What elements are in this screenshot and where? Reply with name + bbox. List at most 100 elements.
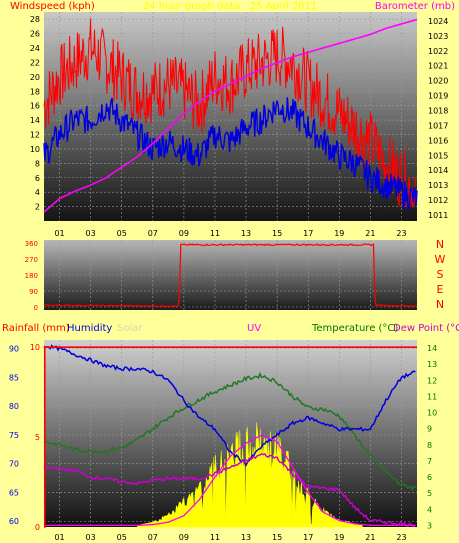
lower-x-tick: 19 (334, 533, 344, 542)
rain-title: Rainfall (mm) (2, 323, 70, 334)
temperature-tick: 6 (427, 473, 432, 482)
wind-title-right: Barometer (mb) (375, 1, 455, 12)
wind-x-tick: 21 (365, 229, 375, 238)
wind-left-tick: 28 (30, 15, 40, 24)
wind-left-tick: 14 (30, 116, 40, 125)
compass-label: S (437, 268, 444, 281)
humidity-axis: 60 65 70 75 80 85 90 (9, 345, 19, 527)
wind-left-tick: 22 (30, 58, 40, 67)
barometer-line (43, 18, 418, 213)
direction-left-axis: 0 90 180 270 360 (25, 240, 38, 312)
humidity-title: Humidity (67, 323, 112, 334)
solar-title: Solar (117, 323, 143, 334)
wind-x-tick: 11 (210, 229, 220, 238)
lower-series (43, 344, 417, 528)
wind-x-tick: 03 (86, 229, 96, 238)
humidity-tick: 90 (9, 345, 19, 354)
rain-tick: 10 (30, 343, 40, 352)
wind-right-tick: 1011 (428, 211, 448, 220)
temperature-tick: 5 (427, 489, 432, 498)
temperature-axis: 3 4 5 6 7 8 9 10 11 12 13 14 (427, 344, 437, 530)
wind-left-tick: 24 (30, 44, 40, 53)
wind-right-axis: 1011 1012 1013 1014 1015 1016 1017 1018 1019 1020… (428, 17, 448, 220)
wind-right-tick: 1022 (428, 47, 448, 56)
wind-left-tick: 10 (30, 145, 40, 154)
dew-title: Dew Point (°C) (393, 323, 459, 334)
direction-left-tick: 270 (25, 256, 38, 264)
lower-x-tick: 05 (117, 533, 127, 542)
direction-left-tick: 0 (34, 304, 38, 312)
wind-avg-line (43, 97, 418, 213)
wind-left-tick: 20 (30, 73, 40, 82)
lower-x-tick: 23 (396, 533, 406, 542)
direction-plot-area (44, 240, 417, 310)
wind-left-tick: 18 (30, 87, 40, 96)
humidity-tick: 60 (9, 517, 19, 526)
wind-right-tick: 1012 (428, 196, 448, 205)
temperature-tick: 14 (427, 344, 437, 353)
wind-x-tick: 05 (117, 229, 127, 238)
direction-left-tick: 180 (25, 272, 38, 280)
wind-left-tick: 8 (35, 159, 40, 168)
wind-x-tick: 07 (148, 229, 158, 238)
wind-right-tick: 1024 (428, 17, 448, 26)
lower-x-tick: 13 (241, 533, 251, 542)
wind-x-tick: 13 (241, 229, 251, 238)
compass-label: E (437, 283, 444, 296)
humidity-tick: 85 (9, 373, 19, 382)
temperature-tick: 7 (427, 457, 432, 466)
direction-series (43, 243, 418, 308)
temperature-tick: 3 (427, 521, 432, 530)
wind-right-tick: 1017 (428, 121, 448, 130)
uv-title: UV (247, 323, 261, 334)
humidity-tick: 80 (9, 402, 19, 411)
humidity-line (43, 344, 416, 467)
lower-x-tick: 15 (272, 533, 282, 542)
wind-left-tick: 2 (35, 203, 40, 212)
wind-right-tick: 1021 (428, 62, 448, 71)
humidity-tick: 75 (9, 431, 19, 440)
lower-panel: Rainfall (mm) Humidity Solar UV Temperat… (2, 323, 459, 542)
humidity-tick: 70 (9, 460, 19, 469)
compass-label: W (435, 253, 446, 266)
wind-title-left: Windspeed (kph) (10, 1, 95, 12)
temperature-tick: 8 (427, 441, 432, 450)
lower-x-tick: 17 (303, 533, 313, 542)
temperature-tick: 10 (427, 409, 437, 418)
temperature-tick: 9 (427, 425, 432, 434)
uv-line (44, 434, 416, 527)
wind-right-tick: 1019 (428, 92, 448, 101)
solar-area (136, 422, 363, 528)
wind-right-tick: 1015 (428, 151, 448, 160)
temperature-line (43, 371, 416, 491)
temperature-tick: 13 (427, 360, 437, 369)
wind-x-tick: 23 (396, 229, 406, 238)
wind-x-tick: 15 (272, 229, 282, 238)
lower-x-tick: 07 (148, 533, 158, 542)
lower-x-tick: 09 (179, 533, 189, 542)
wind-left-tick: 4 (35, 188, 40, 197)
lower-x-axis: 01 03 05 07 09 11 13 15 17 19 21 23 (54, 533, 406, 542)
rain-tick: 0 (35, 523, 40, 532)
wind-left-tick: 26 (30, 30, 40, 39)
wind-right-tick: 1020 (428, 77, 448, 86)
direction-left-tick: 360 (25, 240, 38, 248)
direction-line (43, 243, 418, 308)
wind-right-tick: 1023 (428, 32, 448, 41)
gust-line (43, 18, 417, 208)
rain-tick: 5 (35, 433, 40, 442)
wind-right-tick: 1018 (428, 107, 448, 116)
wind-x-axis: 01 03 05 07 09 11 13 15 17 19 21 23 (54, 229, 406, 238)
wind-x-tick: 17 (303, 229, 313, 238)
direction-left-tick: 90 (29, 288, 38, 296)
humidity-tick: 65 (9, 488, 19, 497)
wind-x-tick: 19 (334, 229, 344, 238)
temp-title: Temperature (°C) (311, 323, 398, 334)
rain-axis: 0 5 10 (30, 343, 40, 532)
wind-x-tick: 01 (54, 229, 64, 238)
wind-series (43, 18, 418, 213)
